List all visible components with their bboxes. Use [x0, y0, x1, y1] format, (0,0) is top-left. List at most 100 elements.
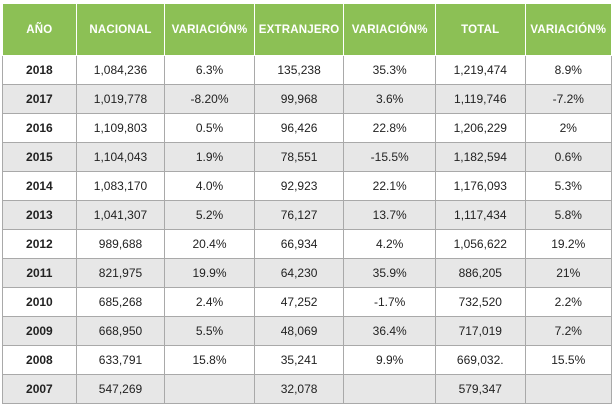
- cell-nacional: 1,083,170: [75, 171, 166, 201]
- cell-variacion-extranjero: 22.8%: [343, 113, 436, 143]
- cell-variacion-nacional: 0.5%: [164, 113, 255, 143]
- cell-variacion-extranjero: 4.2%: [343, 229, 436, 259]
- cell-nacional: 1,109,803: [75, 113, 166, 143]
- cell-total: 1,182,594: [435, 142, 526, 172]
- cell-variacion-total: 21%: [524, 258, 613, 288]
- cell-year: 2010: [2, 287, 77, 317]
- cell-extranjero: 96,426: [253, 113, 345, 143]
- table-row: 2017 1,019,778 -8.20% 99,968 3.6% 1,119,746 -7…: [2, 84, 613, 114]
- table-row: 2016 1,109,803 0.5% 96,426 22.8% 1,206,229 2%: [2, 113, 613, 143]
- cell-variacion-total: 8.9%: [524, 55, 613, 85]
- cell-nacional: 1,019,778: [75, 84, 166, 114]
- cell-variacion-nacional: 20.4%: [164, 229, 255, 259]
- cell-variacion-extranjero: 3.6%: [343, 84, 436, 114]
- cell-variacion-total: 5.3%: [524, 171, 613, 201]
- cell-total: 579,347: [435, 374, 526, 404]
- cell-variacion-nacional: 19.9%: [164, 258, 255, 288]
- cell-year: 2009: [2, 316, 77, 346]
- cell-year: 2015: [2, 142, 77, 172]
- header-row: AÑO NACIONAL VARIACIÓN% EXTRANJERO VARIA…: [2, 3, 613, 56]
- cell-total: 717,019: [435, 316, 526, 346]
- cell-variacion-total: 15.5%: [524, 345, 613, 375]
- table-row: 2013 1,041,307 5.2% 76,127 13.7% 1,117,434 5.8…: [2, 200, 613, 230]
- data-table: AÑO NACIONAL VARIACIÓN% EXTRANJERO VARIA…: [2, 3, 613, 404]
- cell-year: 2007: [2, 374, 77, 404]
- cell-year: 2017: [2, 84, 77, 114]
- cell-variacion-nacional: 15.8%: [164, 345, 255, 375]
- cell-variacion-nacional: 2.4%: [164, 287, 255, 317]
- cell-variacion-extranjero: 35.9%: [343, 258, 436, 288]
- cell-extranjero: 99,968: [253, 84, 345, 114]
- cell-nacional: 1,084,236: [75, 55, 166, 85]
- table-row: 2015 1,104,043 1.9% 78,551 -15.5% 1,182,594 0.…: [2, 142, 613, 172]
- cell-variacion-total: 2.2%: [524, 287, 613, 317]
- cell-extranjero: 66,934: [253, 229, 345, 259]
- cell-extranjero: 135,238: [253, 55, 345, 85]
- table-row: 2014 1,083,170 4.0% 92,923 22.1% 1,176,093 5.3…: [2, 171, 613, 201]
- cell-variacion-nacional: 6.3%: [164, 55, 255, 85]
- cell-variacion-extranjero: 36.4%: [343, 316, 436, 346]
- table-row: 2008 633,791 15.8% 35,241 9.9% 669,032. 15.5%: [2, 345, 613, 375]
- table-row: 2018 1,084,236 6.3% 135,238 35.3% 1,219,474 8.…: [2, 55, 613, 85]
- cell-variacion-extranjero: 13.7%: [343, 200, 436, 230]
- header-cell-variacion-extranjero: VARIACIÓN%: [343, 3, 436, 56]
- header-cell-variacion-nacional: VARIACIÓN%: [164, 3, 255, 56]
- cell-total: 1,117,434: [435, 200, 526, 230]
- cell-variacion-nacional: 4.0%: [164, 171, 255, 201]
- cell-variacion-nacional: 1.9%: [164, 142, 255, 172]
- cell-total: 1,056,622: [435, 229, 526, 259]
- table-row: 2010 685,268 2.4% 47,252 -1.7% 732,520 2.2%: [2, 287, 613, 317]
- cell-total: 1,206,229: [435, 113, 526, 143]
- cell-nacional: 989,688: [75, 229, 166, 259]
- cell-year: 2013: [2, 200, 77, 230]
- header-cell-total: TOTAL: [435, 3, 526, 56]
- cell-nacional: 668,950: [75, 316, 166, 346]
- cell-nacional: 1,041,307: [75, 200, 166, 230]
- cell-total: 1,176,093: [435, 171, 526, 201]
- cell-variacion-total: 19.2%: [524, 229, 613, 259]
- cell-year: 2016: [2, 113, 77, 143]
- cell-variacion-extranjero: -15.5%: [343, 142, 436, 172]
- cell-variacion-total: -7.2%: [524, 84, 613, 114]
- cell-variacion-extranjero: -1.7%: [343, 287, 436, 317]
- cell-variacion-total: 0.6%: [524, 142, 613, 172]
- cell-extranjero: 47,252: [253, 287, 345, 317]
- cell-extranjero: 64,230: [253, 258, 345, 288]
- cell-nacional: 633,791: [75, 345, 166, 375]
- cell-variacion-nacional: [164, 374, 255, 404]
- cell-nacional: 547,269: [75, 374, 166, 404]
- cell-variacion-nacional: 5.5%: [164, 316, 255, 346]
- cell-variacion-nacional: -8.20%: [164, 84, 255, 114]
- cell-total: 886,205: [435, 258, 526, 288]
- cell-extranjero: 32,078: [253, 374, 345, 404]
- cell-variacion-total: [524, 374, 613, 404]
- cell-extranjero: 35,241: [253, 345, 345, 375]
- cell-variacion-extranjero: 22.1%: [343, 171, 436, 201]
- cell-extranjero: 92,923: [253, 171, 345, 201]
- cell-year: 2012: [2, 229, 77, 259]
- cell-year: 2014: [2, 171, 77, 201]
- cell-extranjero: 78,551: [253, 142, 345, 172]
- header-cell-variacion-total: VARIACIÓN%: [524, 3, 613, 56]
- table-body: 2018 1,084,236 6.3% 135,238 35.3% 1,219,474 8.…: [2, 55, 613, 404]
- cell-variacion-total: 7.2%: [524, 316, 613, 346]
- cell-extranjero: 48,069: [253, 316, 345, 346]
- table-row: 2011 821,975 19.9% 64,230 35.9% 886,205 21%: [2, 258, 613, 288]
- cell-variacion-extranjero: 35.3%: [343, 55, 436, 85]
- cell-total: 669,032.: [435, 345, 526, 375]
- table-row: 2009 668,950 5.5% 48,069 36.4% 717,019 7.2%: [2, 316, 613, 346]
- table-row: 2012 989,688 20.4% 66,934 4.2% 1,056,622 19.2%: [2, 229, 613, 259]
- cell-variacion-nacional: 5.2%: [164, 200, 255, 230]
- header-cell-nacional: NACIONAL: [75, 3, 166, 56]
- cell-nacional: 685,268: [75, 287, 166, 317]
- cell-total: 732,520: [435, 287, 526, 317]
- cell-variacion-extranjero: [343, 374, 436, 404]
- table-row: 2007 547,269 32,078 579,347: [2, 374, 613, 404]
- cell-nacional: 821,975: [75, 258, 166, 288]
- cell-nacional: 1,104,043: [75, 142, 166, 172]
- cell-total: 1,219,474: [435, 55, 526, 85]
- cell-variacion-extranjero: 9.9%: [343, 345, 436, 375]
- cell-year: 2018: [2, 55, 77, 85]
- cell-variacion-total: 5.8%: [524, 200, 613, 230]
